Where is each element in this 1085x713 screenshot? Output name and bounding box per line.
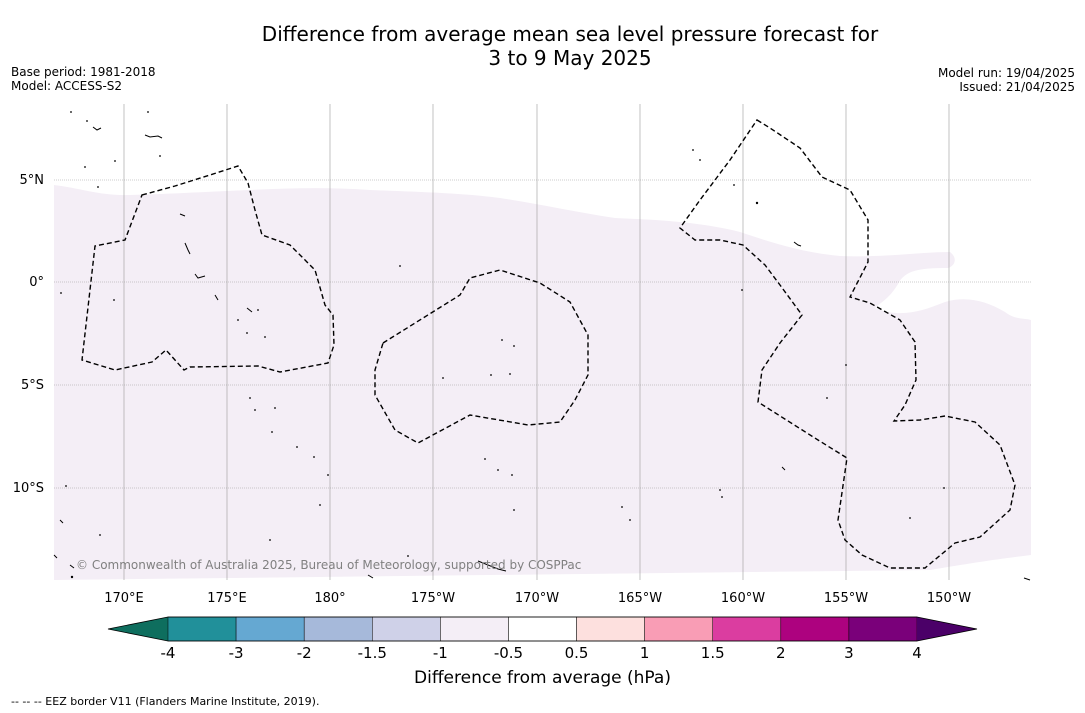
- colorbar-tick-label: -0.5: [494, 644, 523, 662]
- lon-label: 175°W: [411, 591, 455, 606]
- colorbar-tick-label: 1.5: [701, 644, 725, 662]
- meridians: [123, 104, 950, 580]
- lat-label: 5°N: [20, 173, 45, 188]
- colorbar-label: Difference from average (hPa): [414, 668, 671, 688]
- colorbar-cell: [712, 616, 782, 642]
- colorbar-cell: [235, 616, 305, 642]
- colorbar-under-arrow: [108, 617, 168, 641]
- lon-label: 170°E: [104, 591, 144, 606]
- island-dots: [60, 111, 945, 579]
- colorbar-tick-label: -2: [297, 644, 312, 662]
- model-name: Model: ACCESS-S2: [11, 79, 123, 93]
- lon-label: 170°W: [515, 591, 559, 606]
- colorbar-cell: [644, 616, 713, 642]
- issued-date: Issued: 21/04/2025: [959, 80, 1075, 94]
- gridlines: [54, 179, 1031, 489]
- colorbar-cell: [167, 616, 237, 642]
- colorbar-tick-label: 3: [844, 644, 854, 662]
- lat-label: 0°: [29, 275, 44, 290]
- lat-label: 10°S: [13, 481, 44, 496]
- colorbar-cell: [508, 616, 577, 642]
- map-title-line1: Difference from average mean sea level p…: [261, 22, 879, 46]
- lon-label: 180°: [314, 591, 345, 606]
- colorbar-tick-label: -1: [433, 644, 448, 662]
- colorbar-cell: [372, 616, 441, 642]
- colorbar-cell: [303, 616, 373, 642]
- eez-borders: [81, 119, 1016, 569]
- colorbar-tick-label: -3: [229, 644, 244, 662]
- colorbar: -4 -3 -2 -1.5 -1 -0.5 0.5 1 1.5 2 3 4: [107, 616, 978, 662]
- copyright-notice: © Commonwealth of Australia 2025, Bureau…: [76, 558, 582, 572]
- longitude-labels: 170°E 175°E 180° 175°W 170°W 165°W 160°W…: [104, 591, 971, 606]
- colorbar-outline: [107, 616, 978, 642]
- lon-label: 160°W: [721, 591, 765, 606]
- base-period: Base period: 1981-2018: [11, 65, 156, 79]
- lon-label: 165°W: [618, 591, 662, 606]
- meta-right: Model run: 19/04/2025 Issued: 21/04/2025: [938, 66, 1075, 94]
- lon-label: 175°E: [207, 591, 247, 606]
- eez-kiribati-line: [679, 119, 1016, 569]
- map-title: Difference from average mean sea level p…: [0, 22, 1085, 70]
- meta-left: Base period: 1981-2018 Model: ACCESS-S2: [11, 65, 156, 93]
- latitude-labels: 5°N 0° 5°S 10°S: [13, 173, 44, 496]
- islands: [53, 126, 1031, 581]
- eez-footnote: -- -- -- EEZ border V11 (Flanders Marine…: [11, 695, 320, 708]
- colorbar-tick-label: 1: [640, 644, 650, 662]
- colorbar-tick-label: 0.5: [565, 644, 589, 662]
- colorbar-cell: [780, 616, 850, 642]
- eez-kiribati-phoenix: [374, 269, 589, 444]
- eez-kiribati-gilberts: [81, 165, 335, 373]
- model-run: Model run: 19/04/2025: [937, 66, 1075, 80]
- lon-label: 150°W: [927, 591, 971, 606]
- lon-label: 155°W: [824, 591, 868, 606]
- colorbar-cell: [576, 616, 645, 642]
- colorbar-tick-label: 2: [776, 644, 786, 662]
- colorbar-tick-label: 4: [912, 644, 922, 662]
- colorbar-over-arrow: [917, 617, 977, 641]
- colorbar-cell: [440, 616, 509, 642]
- lat-label: 5°S: [21, 378, 44, 393]
- colorbar-tick-label: -4: [161, 644, 176, 662]
- anomaly-fill-region: [54, 185, 1031, 580]
- colorbar-cell: [848, 616, 918, 642]
- colorbar-tick-label: -1.5: [358, 644, 387, 662]
- map-title-line2: 3 to 9 May 2025: [488, 46, 652, 70]
